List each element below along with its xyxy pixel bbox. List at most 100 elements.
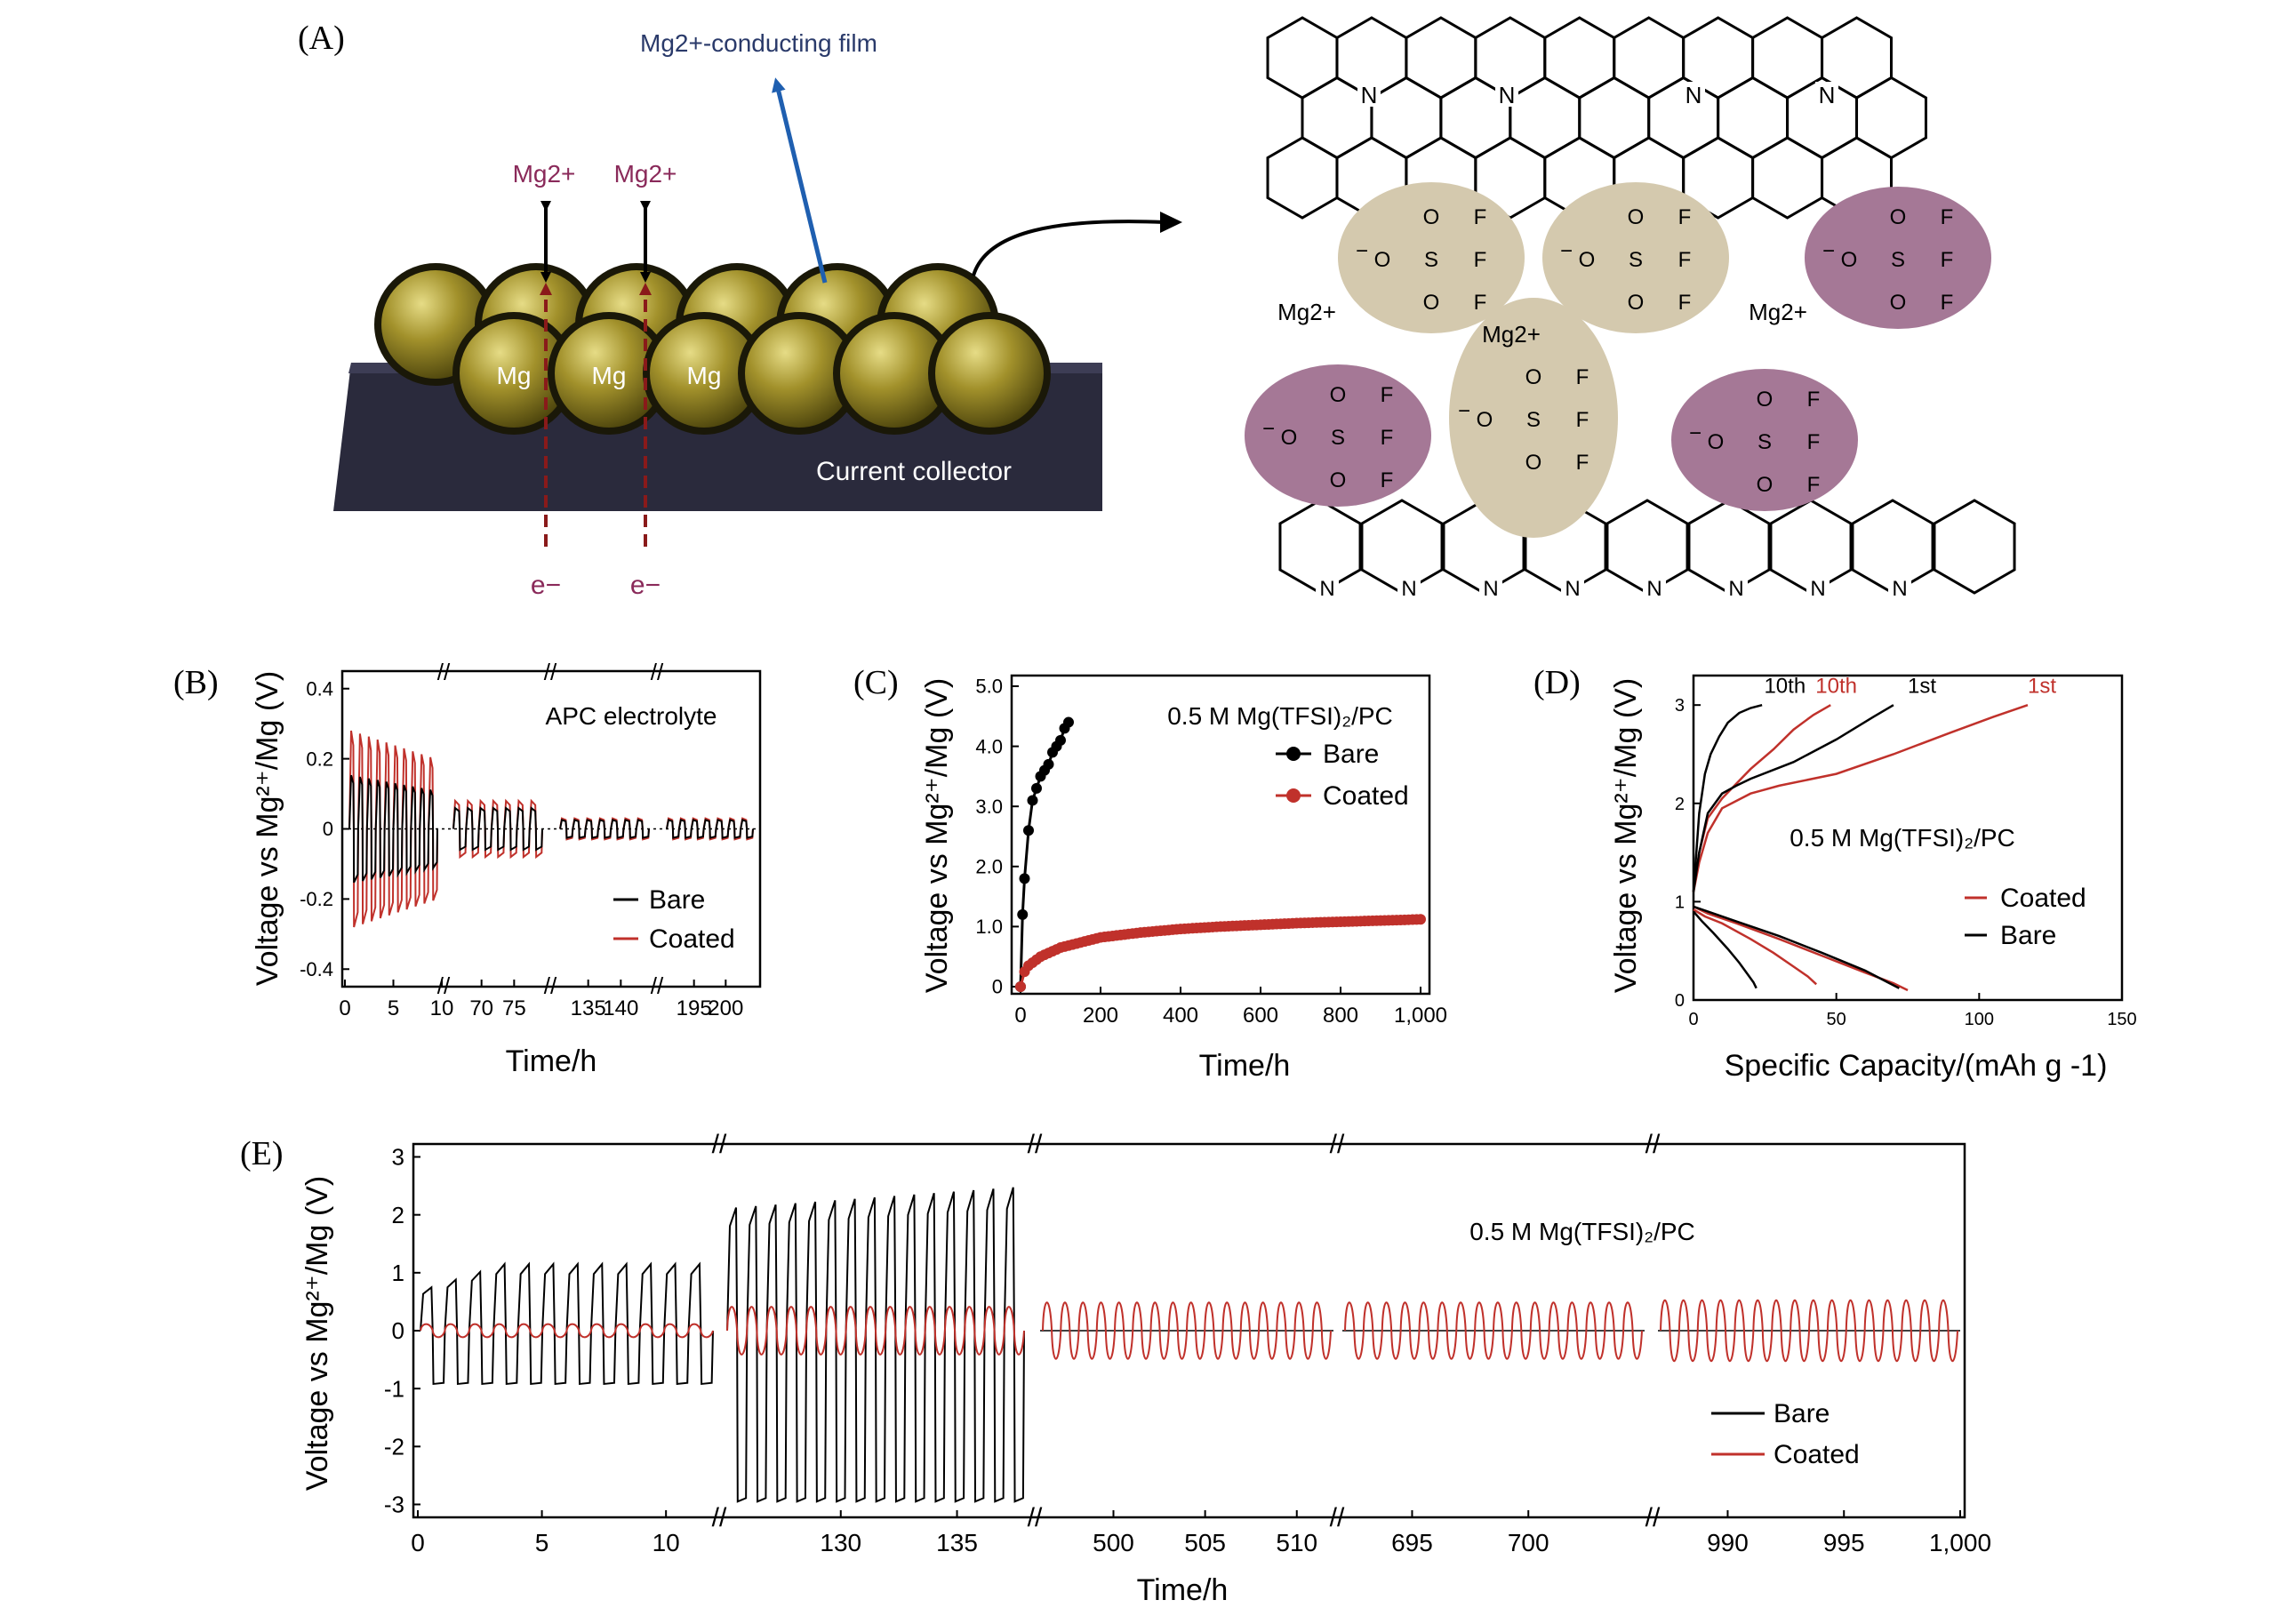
atom-label: F (1678, 291, 1692, 315)
panel-label-b: (B) (173, 664, 219, 701)
legend: Coated Bare (1965, 884, 2086, 950)
legend: Bare Coated (613, 885, 735, 954)
legend-bare: Bare (1774, 1399, 1830, 1428)
x-tick-label: 995 (1823, 1529, 1865, 1556)
atom-label: F (1381, 426, 1394, 450)
x-tick-label: 50 (1827, 1010, 1846, 1029)
curve-coated-1st-discharge (1693, 905, 1909, 992)
ring (1509, 76, 1581, 160)
y-tick-label: 0.4 (306, 677, 333, 700)
cycle-label: 1st (2028, 674, 2056, 698)
x-tick-label: 505 (1184, 1529, 1226, 1556)
x-tick-label: 200 (1083, 1004, 1118, 1028)
electron-label: e− (531, 571, 561, 600)
x-tick-label: 150 (2107, 1010, 2136, 1029)
y-tick-label: 0 (392, 1317, 404, 1344)
y-tick-label: 3 (1675, 696, 1685, 716)
axis-break: // (712, 1503, 727, 1532)
atom-label: F (1678, 205, 1692, 229)
atom-label: S (1424, 248, 1438, 272)
mg-label: Mg (497, 362, 532, 389)
legend-bare: Bare (2000, 921, 2056, 950)
x-tick-label: 10 (653, 1529, 680, 1556)
curve-bare-10th-discharge (1693, 910, 1758, 989)
curve-coated-10th (1692, 704, 1831, 892)
coated-series-segment (726, 1306, 1025, 1356)
x-axis-label: Time/h (1199, 1049, 1291, 1083)
nitrogen: N (1499, 82, 1516, 108)
atom-label: S (1891, 248, 1905, 272)
atom-label: O (1423, 291, 1440, 315)
axis-break: // (651, 972, 664, 999)
atom-label: F (1807, 430, 1821, 454)
atom-label: − (1356, 239, 1368, 263)
x-tick-label: 70 (469, 996, 493, 1020)
ring (1855, 76, 1927, 160)
ring (1370, 76, 1443, 160)
x-tick-label: 500 (1093, 1529, 1134, 1556)
legend-coated: Coated (1323, 781, 1409, 811)
anion-blob (1245, 364, 1431, 507)
x-tick-label: 0 (411, 1529, 425, 1556)
y-tick-label: 0.2 (306, 748, 333, 770)
cycle-label: 10th (1815, 674, 1857, 698)
nitrogen: N (1819, 82, 1836, 108)
x-tick-label: 135 (936, 1529, 978, 1556)
current-collector-label: Current collector (816, 457, 1012, 486)
atom-label: − (1822, 239, 1835, 263)
nitrogen: N (1685, 82, 1702, 108)
coated-series-segment (1042, 1301, 1332, 1360)
atom-label: S (1629, 248, 1643, 272)
y-axis-label: Voltage vs Mg²⁺/Mg (V) (1609, 678, 1643, 993)
atom-label: O (1890, 291, 1907, 315)
y-axis-label: Voltage vs Mg²⁺/Mg (V) (251, 671, 284, 986)
mg-label: Mg (592, 362, 627, 389)
ring (1613, 16, 1685, 100)
coated-series-segment (1344, 1301, 1643, 1360)
x-tick-label: 195 (677, 996, 712, 1020)
mg-ion-label: Mg2+ (1749, 299, 1807, 325)
mg-ion-label: Mg2+ (1277, 299, 1336, 325)
legend-coated: Coated (1774, 1440, 1860, 1469)
atom-label: O (1628, 291, 1645, 315)
atom-label: O (1477, 408, 1493, 432)
ring (1751, 136, 1824, 220)
y-tick-label: -0.2 (300, 888, 333, 910)
panel-label-d: (D) (1533, 664, 1581, 701)
mg-ion-label: Mg2+ (614, 160, 677, 188)
legend: Bare Coated (1711, 1399, 1860, 1469)
x-axis-label: Specific Capacity/(mAh g -1) (1725, 1049, 2108, 1083)
bare-point (1027, 795, 1038, 806)
bare-point (1055, 734, 1066, 746)
plot-frame (1692, 674, 2124, 1002)
atom-label: O (1330, 468, 1347, 492)
y-tick-label: -0.4 (300, 958, 333, 980)
atom-label: − (1458, 399, 1470, 423)
atom-label: − (1560, 239, 1573, 263)
atom-label: O (1708, 430, 1725, 454)
atom-label: F (1381, 383, 1394, 407)
y-tick-label: 2 (1675, 795, 1685, 814)
coated-point (1015, 981, 1026, 992)
legend-bare: Bare (1323, 740, 1379, 769)
nitrogen: N (1483, 577, 1498, 601)
panel-label-c: (C) (853, 664, 899, 701)
nitrogen: N (1401, 577, 1416, 601)
y-tick-label: 1 (392, 1260, 404, 1286)
axis-break: // (544, 972, 557, 999)
bare-point (1063, 716, 1074, 728)
y-tick-label: -2 (384, 1433, 404, 1460)
nitrogen: N (1646, 577, 1661, 601)
cycle-label: 10th (1764, 674, 1806, 698)
ring (1543, 16, 1616, 100)
x-tick-label: 600 (1243, 1004, 1278, 1028)
chart-title: 0.5 M Mg(TFSI)₂/PC (1167, 702, 1393, 730)
x-tick-label: 695 (1391, 1529, 1433, 1556)
nitrogen: N (1565, 577, 1580, 601)
mg-anode-schematic: Current collector Mg Mg Mg e− e− (333, 29, 1182, 600)
mg-ion-label: Mg2+ (1482, 321, 1541, 348)
atom-label: F (1576, 365, 1589, 389)
atom-label: F (1941, 205, 1954, 229)
